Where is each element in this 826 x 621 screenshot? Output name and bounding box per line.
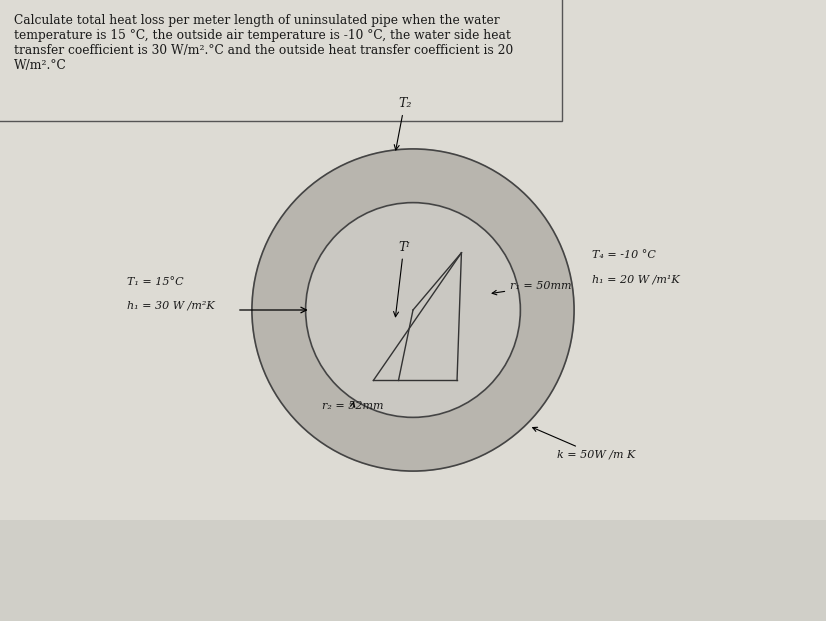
Text: Calculate total heat loss per meter length of uninsulated pipe when the water
te: Calculate total heat loss per meter leng… (14, 14, 513, 72)
Text: h₁ = 20 W /m¹K: h₁ = 20 W /m¹K (592, 275, 680, 285)
Text: T₂: T₂ (394, 97, 411, 150)
Text: r₁ = 50mm: r₁ = 50mm (492, 281, 572, 295)
Text: k = 50W /m K: k = 50W /m K (533, 427, 635, 460)
Text: Tᴵ: Tᴵ (393, 240, 410, 317)
FancyBboxPatch shape (0, 0, 826, 510)
Circle shape (306, 202, 520, 417)
Bar (0, 0, 826, 520)
Text: r₂ = 52mm: r₂ = 52mm (322, 401, 383, 411)
Text: T₄ = -10 °C: T₄ = -10 °C (592, 250, 656, 260)
Circle shape (252, 149, 574, 471)
Text: h₁ = 30 W /m²K: h₁ = 30 W /m²K (127, 300, 215, 310)
Text: T₁ = 15°C: T₁ = 15°C (127, 277, 183, 287)
